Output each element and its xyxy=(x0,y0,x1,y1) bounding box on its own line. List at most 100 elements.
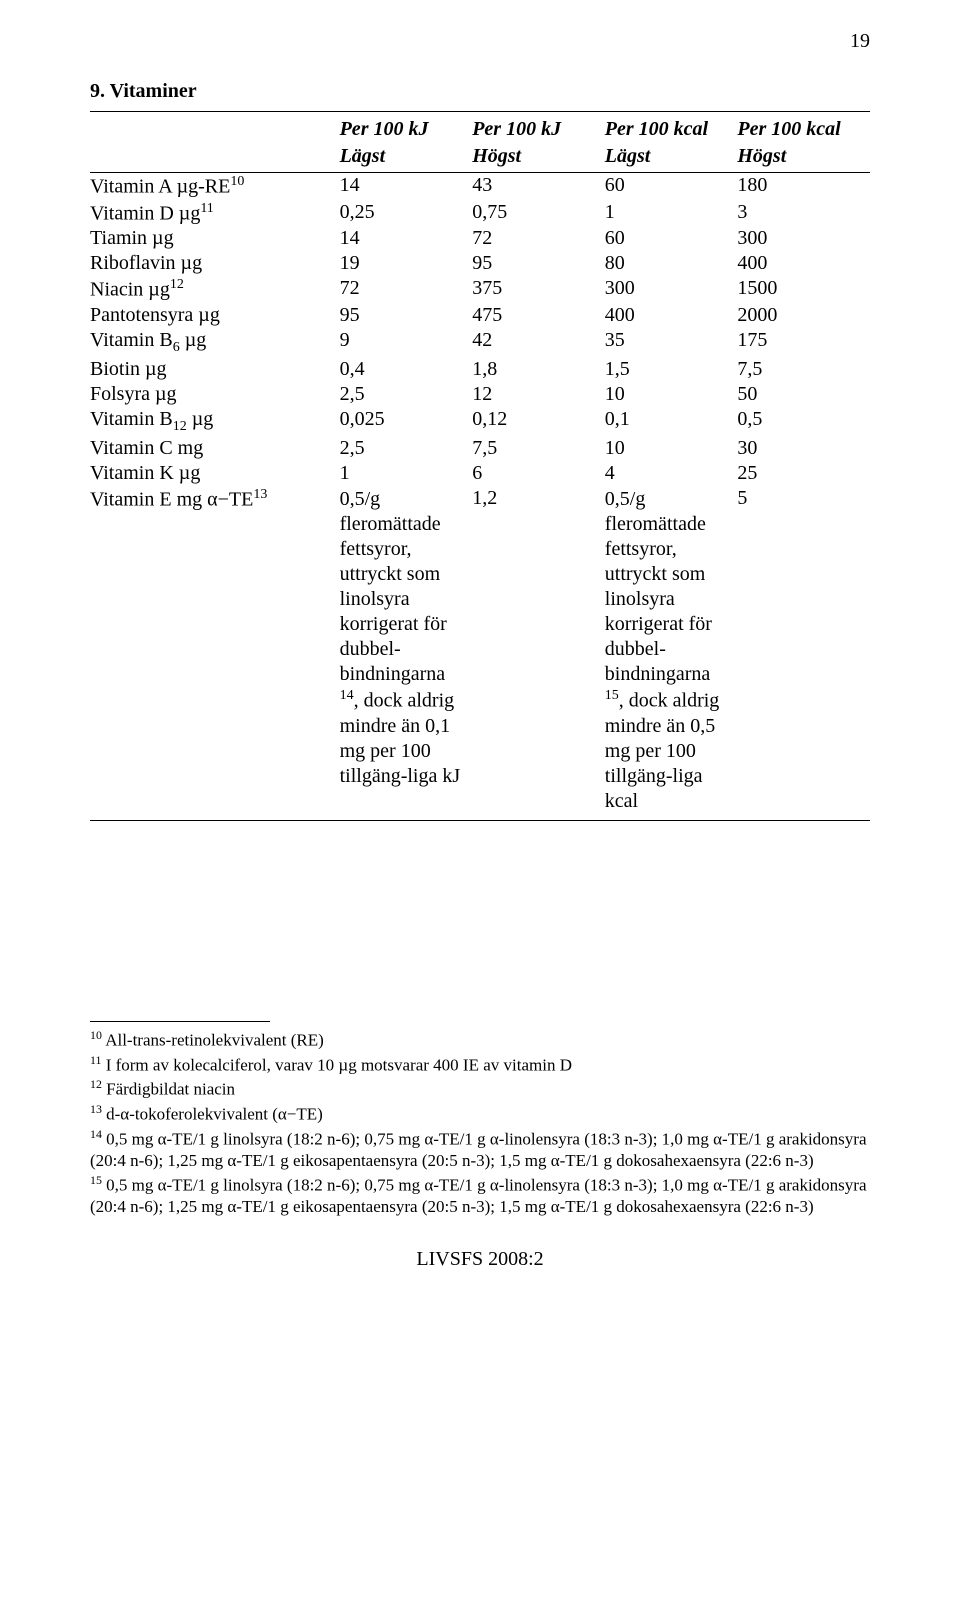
row-value: 19 xyxy=(340,251,473,276)
row-value: 0,75 xyxy=(472,200,605,227)
row-value: 6 xyxy=(472,461,605,486)
row-value: 300 xyxy=(605,276,738,303)
header-col3-line2: Lägst xyxy=(605,143,738,173)
header-col2-line2: Högst xyxy=(472,143,605,173)
row-label: Folsyra µg xyxy=(90,382,340,407)
table-row: Vitamin B12 µg0,0250,120,10,5 xyxy=(90,407,870,436)
row-value: 50 xyxy=(737,382,870,407)
row-value: 43 xyxy=(472,173,605,200)
header-col3-line1: Per 100 kcal xyxy=(605,112,738,144)
table-row: Tiamin µg147260300 xyxy=(90,226,870,251)
row-value: 25 xyxy=(737,461,870,486)
footnote: 14 0,5 mg α-TE/1 g linolsyra (18:2 n-6);… xyxy=(90,1127,870,1171)
row-value: 0,12 xyxy=(472,407,605,436)
row-value: 400 xyxy=(737,251,870,276)
page-number: 19 xyxy=(850,30,870,53)
table-row: Folsyra µg2,5121050 xyxy=(90,382,870,407)
header-col1-line1: Per 100 kJ xyxy=(340,112,473,144)
row-value: 400 xyxy=(605,303,738,328)
row-label: Vitamin B6 µg xyxy=(90,328,340,357)
table-row: Vitamin A µg-RE10144360180 xyxy=(90,173,870,200)
header-col4-line1: Per 100 kcal xyxy=(737,112,870,144)
row-label: Vitamin D µg11 xyxy=(90,200,340,227)
table-row: Vitamin B6 µg94235175 xyxy=(90,328,870,357)
row-value: 1500 xyxy=(737,276,870,303)
row-value: 60 xyxy=(605,173,738,200)
row-label: Biotin µg xyxy=(90,357,340,382)
row-value: 30 xyxy=(737,436,870,461)
row-value: 9 xyxy=(340,328,473,357)
row-label: Vitamin C mg xyxy=(90,436,340,461)
row-value: 0,4 xyxy=(340,357,473,382)
row-value: 7,5 xyxy=(737,357,870,382)
row-value: 0,5/g fleromättade fettsyror, uttryckt s… xyxy=(340,486,473,820)
footnotes-rule xyxy=(90,1021,270,1022)
row-value: 0,1 xyxy=(605,407,738,436)
row-value: 180 xyxy=(737,173,870,200)
row-value: 2000 xyxy=(737,303,870,328)
row-label: Niacin µg12 xyxy=(90,276,340,303)
row-value: 1,2 xyxy=(472,486,605,820)
row-label: Riboflavin µg xyxy=(90,251,340,276)
row-label: Vitamin E mg α−TE13 xyxy=(90,486,340,820)
table-row: Vitamin D µg110,250,7513 xyxy=(90,200,870,227)
table-row: Vitamin E mg α−TE130,5/g fleromättade fe… xyxy=(90,486,870,820)
row-value: 175 xyxy=(737,328,870,357)
row-value: 5 xyxy=(737,486,870,820)
footnote: 13 d-α-tokoferolekvivalent (α−TE) xyxy=(90,1102,870,1125)
row-value: 1,8 xyxy=(472,357,605,382)
row-value: 2,5 xyxy=(340,382,473,407)
row-value: 4 xyxy=(605,461,738,486)
row-value: 95 xyxy=(472,251,605,276)
header-col2-line1: Per 100 kJ xyxy=(472,112,605,144)
header-blank xyxy=(90,112,340,144)
header-col4-line2: Högst xyxy=(737,143,870,173)
row-value: 72 xyxy=(340,276,473,303)
row-value: 14 xyxy=(340,173,473,200)
row-value: 0,5/g fleromättade fettsyror, uttryckt s… xyxy=(605,486,738,820)
header-blank2 xyxy=(90,143,340,173)
footnote: 12 Färdigbildat niacin xyxy=(90,1077,870,1100)
table-row: Vitamin C mg2,57,51030 xyxy=(90,436,870,461)
row-value: 60 xyxy=(605,226,738,251)
row-value: 95 xyxy=(340,303,473,328)
row-value: 80 xyxy=(605,251,738,276)
row-label: Vitamin B12 µg xyxy=(90,407,340,436)
row-value: 72 xyxy=(472,226,605,251)
footnote: 11 I form av kolecalciferol, varav 10 µg… xyxy=(90,1053,870,1076)
row-value: 10 xyxy=(605,382,738,407)
table-row: Pantotensyra µg954754002000 xyxy=(90,303,870,328)
row-value: 300 xyxy=(737,226,870,251)
table-row: Riboflavin µg199580400 xyxy=(90,251,870,276)
document-footer: LIVSFS 2008:2 xyxy=(90,1248,870,1271)
row-value: 42 xyxy=(472,328,605,357)
row-value: 0,25 xyxy=(340,200,473,227)
header-col1-line2: Lägst xyxy=(340,143,473,173)
row-value: 0,025 xyxy=(340,407,473,436)
row-value: 1 xyxy=(340,461,473,486)
row-label: Tiamin µg xyxy=(90,226,340,251)
row-value: 0,5 xyxy=(737,407,870,436)
row-value: 2,5 xyxy=(340,436,473,461)
row-value: 12 xyxy=(472,382,605,407)
row-value: 1 xyxy=(605,200,738,227)
row-value: 3 xyxy=(737,200,870,227)
row-value: 375 xyxy=(472,276,605,303)
row-value: 475 xyxy=(472,303,605,328)
row-value: 7,5 xyxy=(472,436,605,461)
row-value: 35 xyxy=(605,328,738,357)
row-label: Vitamin A µg-RE10 xyxy=(90,173,340,200)
row-value: 1,5 xyxy=(605,357,738,382)
footnote: 10 All-trans-retinolekvivalent (RE) xyxy=(90,1028,870,1051)
table-row: Biotin µg0,41,81,57,5 xyxy=(90,357,870,382)
footnotes-block: 10 All-trans-retinolekvivalent (RE)11 I … xyxy=(90,1021,870,1218)
section-title: 9. Vitaminer xyxy=(90,80,870,103)
row-value: 10 xyxy=(605,436,738,461)
vitamins-table: Per 100 kJ Per 100 kJ Per 100 kcal Per 1… xyxy=(90,111,870,821)
footnote: 15 0,5 mg α-TE/1 g linolsyra (18:2 n-6);… xyxy=(90,1173,870,1217)
row-value: 14 xyxy=(340,226,473,251)
table-row: Vitamin K µg16425 xyxy=(90,461,870,486)
table-row: Niacin µg12723753001500 xyxy=(90,276,870,303)
row-label: Pantotensyra µg xyxy=(90,303,340,328)
row-label: Vitamin K µg xyxy=(90,461,340,486)
